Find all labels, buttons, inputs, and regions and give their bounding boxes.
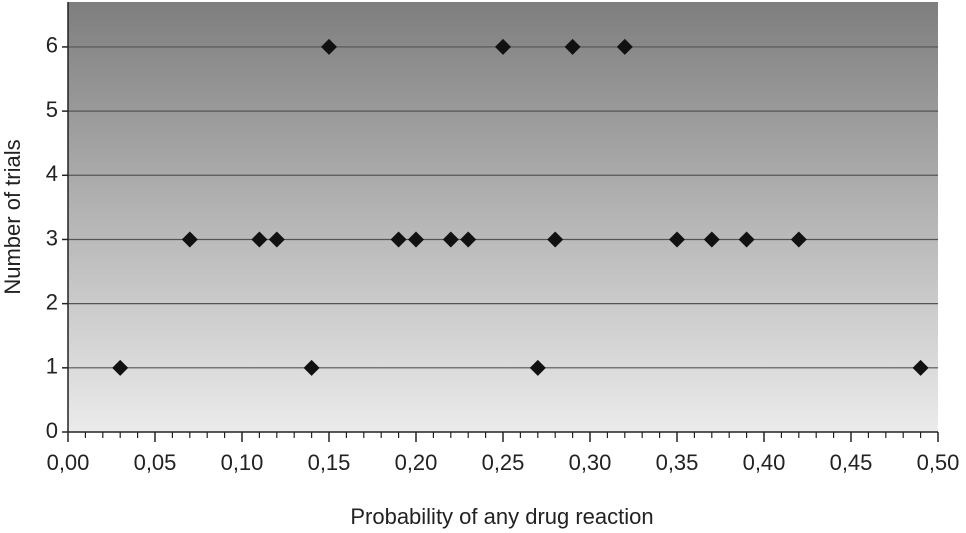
x-tick-label: 0,10 <box>221 450 264 475</box>
point <box>390 231 407 248</box>
point <box>408 231 424 248</box>
plot-area <box>68 2 938 432</box>
x-tick-label: 0,25 <box>482 450 525 475</box>
x-tick-label: 0,15 <box>308 450 351 475</box>
y-tick-label: 2 <box>46 289 58 314</box>
point <box>112 359 129 376</box>
point <box>703 231 720 248</box>
x-tick-label: 0,05 <box>134 450 177 475</box>
x-tick-label: 0,50 <box>917 450 960 475</box>
point <box>790 231 807 248</box>
point <box>669 231 685 248</box>
y-tick-label: 1 <box>46 354 58 379</box>
point <box>912 359 929 376</box>
x-tick-label: 0,40 <box>743 450 786 475</box>
x-tick-label: 0,00 <box>47 450 90 475</box>
point <box>738 231 755 248</box>
y-tick-label: 3 <box>46 225 58 250</box>
x-axis-label: Probability of any drug reaction <box>350 504 653 529</box>
y-tick-label: 4 <box>46 161 58 186</box>
point <box>268 231 285 248</box>
point <box>321 38 337 55</box>
y-tick-label: 6 <box>46 33 58 58</box>
point <box>547 231 564 248</box>
point <box>616 38 633 55</box>
x-tick-label: 0,45 <box>830 450 873 475</box>
x-tick-label: 0,30 <box>569 450 612 475</box>
point <box>460 231 477 248</box>
point <box>442 231 459 248</box>
point <box>303 359 320 376</box>
point <box>529 359 546 376</box>
x-tick-label: 0,35 <box>656 450 699 475</box>
point <box>495 38 511 55</box>
y-tick-label: 5 <box>46 97 58 122</box>
point <box>564 38 581 55</box>
x-tick-label: 0,20 <box>395 450 438 475</box>
y-axis-label: Number of trials <box>0 139 25 294</box>
point <box>251 231 268 248</box>
point <box>181 231 198 248</box>
y-tick-label: 0 <box>46 418 58 443</box>
